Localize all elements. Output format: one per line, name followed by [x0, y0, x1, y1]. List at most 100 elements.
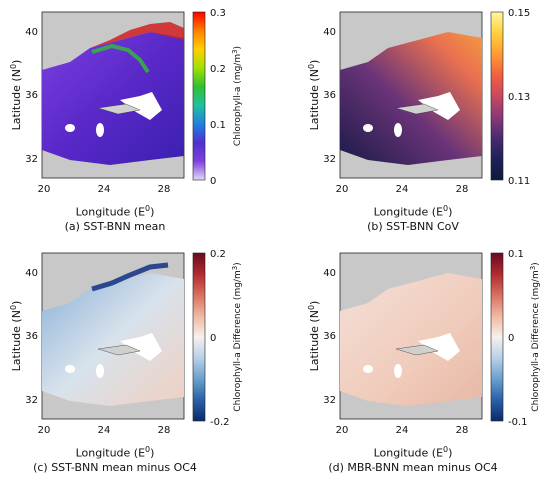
colorbar-tick: 0.1	[508, 249, 524, 260]
map-sea	[42, 32, 184, 165]
colorbar-tick: 0.15	[508, 8, 530, 19]
y-tick-label: 40	[25, 268, 38, 279]
map-sea	[340, 32, 482, 165]
crete-island	[97, 103, 141, 115]
cloud-mask-3	[363, 124, 373, 132]
colorbar-tick: 0	[210, 176, 216, 187]
panel-caption: (a) SST-BNN mean	[64, 220, 166, 233]
map-frame-d	[339, 252, 483, 420]
x-tick-label: 20	[336, 425, 349, 436]
colorbar-tick: -0.2	[210, 417, 230, 428]
panel-c: 40 36 32 20 24 28 Latitude (N0) 0.2 0 -0…	[0, 241, 275, 481]
coastal-bloom	[90, 22, 184, 48]
map-sea	[340, 273, 482, 406]
colorbar-label: Chlorophyll-a (mg/m3)	[231, 46, 243, 146]
colorbar	[490, 11, 504, 181]
cloud-mask	[418, 92, 460, 120]
y-tick-label: 40	[25, 27, 38, 38]
colorbar-tick: 0.11	[508, 176, 530, 187]
map-frame-b	[339, 11, 483, 179]
map-sea	[42, 273, 184, 406]
crete-island	[395, 344, 439, 356]
colorbar-label: Chlorophyll-a Difference (mg/m3)	[529, 262, 541, 411]
panel-c-svg: 40 36 32 20 24 28 Latitude (N0) 0.2 0 -0…	[9, 249, 243, 436]
coastal-band	[91, 262, 169, 292]
y-axis-label: Latitude (N0)	[9, 301, 23, 372]
y-ticks-a: 40 36 32	[25, 27, 38, 165]
x-axis-label: Longitude (E0)	[373, 204, 453, 219]
x-axis-label: Longitude (E0)	[75, 445, 155, 460]
cloud-mask-2	[96, 364, 104, 378]
x-ticks-c: 20 24 28	[38, 425, 171, 436]
panel-b-svg: 40 36 32 20 24 28 Latitude (N0) 0.15 0.1…	[307, 8, 530, 195]
y-ticks-d: 40 36 32	[323, 268, 336, 406]
x-tick-label: 24	[98, 184, 111, 195]
y-tick-label: 36	[25, 90, 38, 101]
y-axis-label: Latitude (N0)	[307, 60, 321, 131]
cloud-mask	[418, 333, 460, 361]
colorbar-tick: 0.1	[210, 120, 226, 131]
y-ticks-b: 40 36 32	[323, 27, 336, 165]
colorbar-ticks-d: 0.1 0 -0.1	[508, 249, 528, 428]
colorbar-ticks-b: 0.15 0.13 0.11	[508, 8, 530, 187]
panel-a: 40 36 32 20 24 28 Latitude (N0) 0.3 0.2 …	[0, 0, 275, 240]
x-axis-label: Longitude (E0)	[373, 445, 453, 460]
x-tick-label: 24	[396, 425, 409, 436]
cloud-mask-2	[394, 123, 402, 137]
x-axis-label: Longitude (E0)	[75, 204, 155, 219]
y-tick-label: 40	[323, 268, 336, 279]
colorbar	[192, 11, 206, 181]
y-axis-label: Latitude (N0)	[307, 301, 321, 372]
colorbar-tick: 0.3	[210, 8, 226, 19]
colorbar	[192, 252, 206, 422]
cloud-mask	[120, 333, 162, 361]
y-tick-label: 36	[323, 331, 336, 342]
colorbar-tick: 0.13	[508, 92, 530, 103]
map-frame-c	[41, 252, 185, 420]
x-tick-label: 24	[98, 425, 111, 436]
x-tick-label: 28	[456, 184, 469, 195]
y-tick-label: 32	[323, 154, 336, 165]
colorbar-tick: 0	[210, 333, 216, 344]
x-ticks-d: 20 24 28	[336, 425, 469, 436]
crete-island	[97, 344, 141, 356]
x-tick-label: 28	[158, 184, 171, 195]
colorbar-tick: 0	[508, 333, 514, 344]
y-tick-label: 32	[25, 154, 38, 165]
panel-caption: (c) SST-BNN mean minus OC4	[33, 461, 197, 474]
colorbar-label: Chlorophyll-a Difference (mg/m3)	[231, 262, 243, 411]
y-ticks-c: 40 36 32	[25, 268, 38, 406]
y-axis-label: Latitude (N0)	[9, 60, 23, 131]
colorbar	[490, 252, 504, 422]
y-tick-label: 36	[25, 331, 38, 342]
cloud-mask-2	[394, 364, 402, 378]
x-ticks-b: 20 24 28	[336, 184, 469, 195]
x-tick-label: 24	[396, 184, 409, 195]
y-tick-label: 32	[25, 395, 38, 406]
cloud-mask	[120, 92, 162, 120]
cloud-mask-3	[65, 365, 75, 373]
coastal-band	[91, 43, 150, 74]
x-tick-label: 28	[456, 425, 469, 436]
y-tick-label: 36	[323, 90, 336, 101]
x-tick-label: 20	[336, 184, 349, 195]
colorbar-ticks-c: 0.2 0 -0.2	[210, 249, 230, 428]
panel-caption: (d) MBR-BNN mean minus OC4	[328, 461, 498, 474]
colorbar-tick: 0.2	[210, 249, 226, 260]
colorbar-tick: -0.1	[508, 417, 528, 428]
panel-b: 40 36 32 20 24 28 Latitude (N0) 0.15 0.1…	[275, 0, 550, 240]
colorbar-ticks-a: 0.3 0.2 0.1 0	[210, 8, 226, 187]
y-tick-label: 40	[323, 27, 336, 38]
x-tick-label: 20	[38, 184, 51, 195]
x-ticks-a: 20 24 28	[38, 184, 171, 195]
panel-d: 40 36 32 20 24 28 Latitude (N0) 0.1 0 -0…	[275, 241, 550, 481]
cloud-mask-3	[65, 124, 75, 132]
cloud-mask-2	[96, 123, 104, 137]
panel-d-svg: 40 36 32 20 24 28 Latitude (N0) 0.1 0 -0…	[307, 249, 541, 436]
colorbar-tick: 0.2	[210, 64, 226, 75]
map-frame-a	[41, 11, 185, 179]
cloud-mask-3	[363, 365, 373, 373]
panel-a-svg: 40 36 32 20 24 28 Latitude (N0) 0.3 0.2 …	[9, 8, 243, 195]
x-tick-label: 28	[158, 425, 171, 436]
